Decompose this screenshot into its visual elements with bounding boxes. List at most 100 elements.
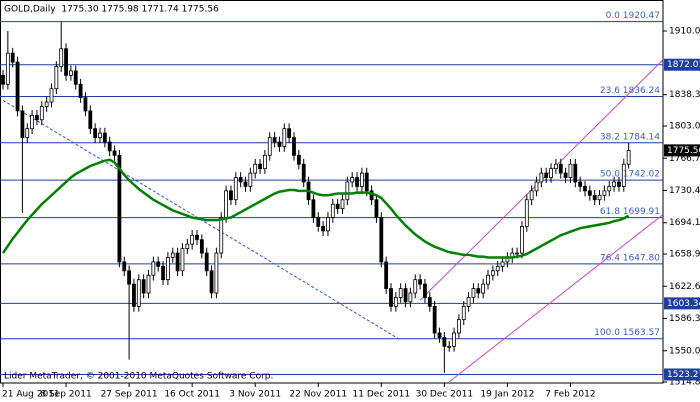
y-tick-label: 1586.30: [669, 314, 700, 324]
candle-body: [350, 177, 355, 183]
candle-body: [539, 172, 544, 183]
candle-body: [10, 52, 15, 63]
candle-body: [364, 172, 369, 192]
x-tick-label: 16 Oct 2011: [164, 390, 220, 400]
candle-body: [311, 199, 316, 218]
fibo-label: 61.8 1699.91: [600, 207, 660, 217]
candle-body: [59, 48, 64, 67]
x-tick-label: 3 Nov 2011: [229, 390, 281, 400]
candle-body: [544, 172, 549, 178]
candle-body: [403, 288, 408, 303]
last-price-tag: [664, 144, 700, 157]
candle-body: [229, 190, 233, 201]
y-tick-label: 1910.00: [669, 26, 700, 36]
candle-body: [88, 110, 93, 130]
candle-body: [73, 70, 78, 85]
candle-body: [558, 163, 563, 174]
candle-body: [466, 297, 471, 307]
candle-body: [107, 141, 112, 152]
candle-body: [1, 74, 5, 85]
candle-body: [180, 248, 185, 272]
y-tick-label: 1766.70: [669, 154, 700, 164]
candle-body: [44, 101, 49, 107]
price-tag-label: 1523.27: [667, 370, 700, 380]
candle-body: [345, 181, 350, 201]
candle-body: [15, 61, 20, 112]
x-tick-label: 21 Aug 2011: [2, 390, 60, 400]
candle-body: [5, 52, 10, 85]
candle-body: [520, 225, 524, 254]
candle-body: [224, 190, 229, 218]
plot-area: [0, 21, 663, 383]
candle-body: [209, 270, 214, 294]
candle-body: [612, 181, 616, 187]
x-tick-label: 19 Jan 2012: [480, 390, 534, 400]
candle-body: [199, 239, 204, 254]
candle-body: [413, 279, 418, 294]
candle-body: [296, 154, 301, 165]
candle-body: [490, 270, 495, 276]
candle-body: [117, 154, 122, 263]
price-tag: [664, 297, 700, 310]
candle-body: [447, 345, 452, 348]
candle-body: [340, 199, 345, 210]
candle-body: [500, 261, 505, 267]
candle-body: [442, 337, 447, 347]
candle-body: [127, 270, 131, 285]
x-tick-label: 7 Feb 2012: [545, 390, 595, 400]
candle-body: [524, 199, 529, 227]
candle-body: [549, 168, 553, 178]
candle-body: [393, 297, 398, 307]
candle-body: [262, 154, 267, 170]
moving-average: [1, 158, 630, 259]
candle-body: [195, 234, 199, 241]
fibo-label: 100.0 1563.57: [594, 328, 660, 338]
candle-body: [534, 181, 539, 192]
candle-body: [136, 279, 141, 307]
candle-body: [456, 319, 461, 334]
candle-body: [287, 128, 292, 138]
fibo-label: 0.0 1920.47: [606, 11, 660, 21]
candle-body: [592, 194, 597, 201]
candle-body: [563, 172, 568, 178]
candle-body: [277, 141, 282, 147]
candle-body: [597, 194, 602, 201]
candle-body: [20, 110, 25, 138]
candle-body: [529, 190, 534, 201]
candle-body: [461, 305, 466, 321]
candle-body: [83, 97, 88, 112]
y-tick-label: 1622.60: [669, 282, 700, 292]
price-tag-label: 1603.34: [667, 299, 700, 309]
copyright: Lider MetaTrader, © 2001-2010 MetaQuotes…: [4, 372, 273, 382]
fibo-label: 23.6 1836.24: [600, 86, 660, 96]
candle-body: [30, 114, 35, 130]
candle-body: [253, 163, 258, 174]
candle-body: [316, 217, 321, 227]
candle-body: [49, 88, 54, 103]
candle-body: [161, 265, 165, 281]
candle-body: [214, 252, 219, 294]
candle-body: [330, 203, 335, 218]
candle-body: [204, 252, 209, 272]
candle-body: [132, 283, 136, 307]
last-price-label: 1775.56: [667, 146, 700, 156]
candle-body: [554, 163, 558, 170]
candle-body: [355, 177, 359, 187]
candle-body: [321, 225, 326, 232]
y-tick-label: 1550.00: [669, 346, 700, 356]
candle-body: [621, 163, 626, 187]
candle-body: [602, 190, 607, 196]
candle-body: [359, 172, 364, 187]
candle-body: [35, 114, 39, 121]
x-tick-label: 30 Dec 2011: [416, 390, 474, 400]
plot-frame: [0, 0, 664, 384]
candle-body: [238, 177, 243, 183]
price-tag: [664, 58, 700, 71]
trend-line: [448, 214, 663, 383]
candle-body: [122, 261, 127, 272]
y-tick-label: 1514.80: [669, 378, 700, 388]
candle-body: [335, 203, 340, 210]
candle-body: [583, 186, 587, 192]
candle-body: [112, 150, 117, 156]
